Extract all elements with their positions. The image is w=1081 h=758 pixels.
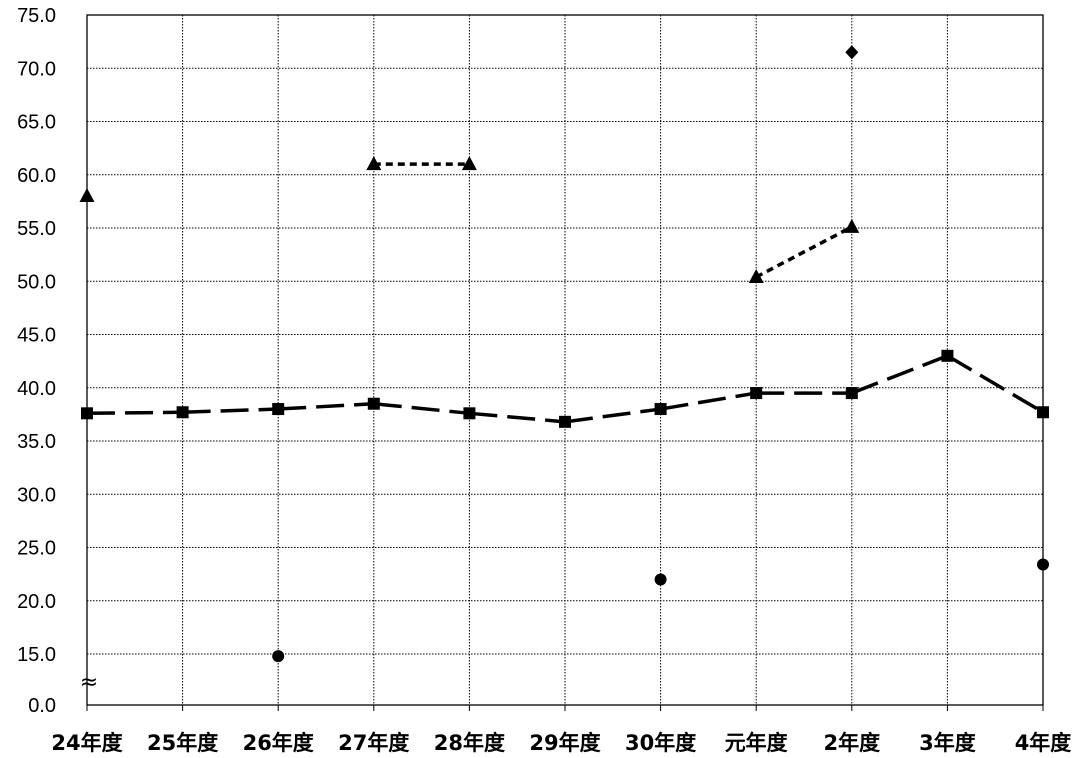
x-tick-label: 28年度 [434, 731, 505, 755]
square-point [367, 397, 380, 410]
triangle-point [366, 156, 382, 171]
square-point [176, 406, 189, 419]
series-square-line [564, 407, 661, 424]
x-tick-label: 3年度 [919, 731, 976, 755]
y-tick-label: 20.0 [17, 591, 56, 613]
y-tick-label: 70.0 [17, 58, 56, 80]
y-tick-label: 50.0 [17, 271, 56, 293]
y-tick-label: 35.0 [17, 431, 56, 453]
circle-point [1037, 558, 1049, 571]
x-tick-label: 29年度 [529, 731, 600, 755]
y-tick-label: 30.0 [17, 484, 56, 506]
x-tick-label: 26年度 [243, 731, 314, 755]
square-point [941, 349, 954, 362]
x-tick-label: 4年度 [1015, 731, 1072, 755]
diamond-point [845, 45, 859, 60]
circle-point [272, 650, 285, 663]
y-tick-label: 75.0 [17, 5, 56, 27]
series-square-line [182, 407, 279, 414]
square-point [463, 407, 476, 420]
square-point [654, 403, 667, 416]
triangle-point [79, 188, 95, 203]
square-point [272, 403, 285, 416]
series-square-line [851, 354, 949, 395]
series-square-line [660, 391, 757, 411]
series-square-line [469, 411, 566, 424]
triangle-point [844, 218, 860, 233]
square-point [1037, 406, 1049, 419]
series-square-line [373, 401, 470, 416]
square-point [845, 387, 858, 400]
triangle-point [748, 268, 764, 283]
triangle-point [461, 156, 477, 171]
y-tick-label: 65.0 [17, 112, 56, 134]
circle-point [654, 573, 667, 586]
series-square-line [278, 401, 374, 411]
x-tick-label: 25年度 [147, 731, 218, 755]
series-triangle-line [755, 225, 853, 279]
y-tick-label: 25.0 [17, 538, 56, 560]
y-tick-label: 15.0 [17, 644, 56, 666]
x-tick-label: 24年度 [51, 731, 122, 755]
series-square-line [86, 410, 183, 416]
y-tick-label: 60.0 [17, 165, 56, 187]
square-point [81, 407, 93, 420]
square-point [559, 415, 571, 428]
x-tick-label: 30年度 [625, 731, 696, 755]
x-tick-label: 27年度 [338, 731, 409, 755]
y-tick-label: 40.0 [17, 378, 56, 400]
y-tick-label: 0.0 [28, 695, 56, 717]
square-point [750, 387, 763, 400]
x-tick-label: 2年度 [823, 731, 880, 755]
x-tick-label: 元年度 [725, 731, 788, 755]
axis-break-mark: ≈ [80, 670, 98, 695]
y-tick-label: 55.0 [17, 218, 56, 240]
y-tick-label: 45.0 [17, 325, 56, 347]
series-square-line [946, 354, 1044, 414]
